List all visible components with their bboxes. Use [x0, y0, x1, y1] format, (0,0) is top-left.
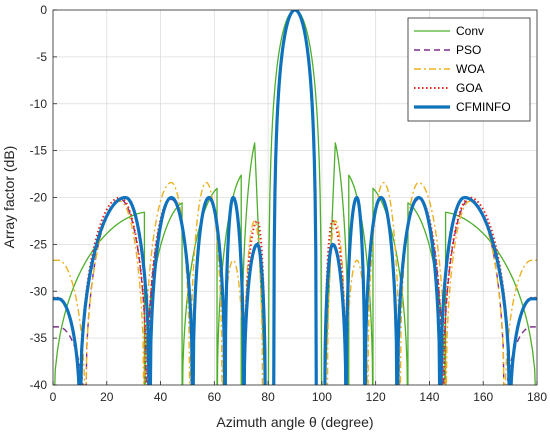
x-tick-label: 0 — [50, 390, 57, 404]
y-axis-label: Array factor (dB) — [1, 146, 17, 249]
x-tick-label: 140 — [419, 390, 439, 404]
legend-label-cfminfo: CFMINFO — [456, 100, 511, 114]
x-tick-label: 160 — [473, 390, 493, 404]
y-tick-label: -40 — [30, 378, 48, 392]
legend-label-pso: PSO — [456, 43, 481, 57]
series-line-conv — [54, 10, 536, 385]
legend: Conv PSO WOA GOA CFMINFO — [407, 17, 531, 122]
legend-label-conv: Conv — [456, 24, 484, 38]
x-tick-label: 60 — [208, 390, 222, 404]
y-tick-label: -20 — [30, 191, 48, 205]
y-tick-label: -5 — [36, 50, 47, 64]
x-tick-label: 100 — [312, 390, 332, 404]
x-tick-label: 40 — [154, 390, 168, 404]
y-tick-label: -10 — [30, 97, 48, 111]
x-tick-label: 80 — [261, 390, 275, 404]
legend-label-goa: GOA — [456, 81, 483, 95]
legend-box — [407, 17, 531, 122]
y-tick-label: -35 — [30, 331, 48, 345]
legend-label-woa: WOA — [456, 62, 485, 76]
y-tick-label: -25 — [30, 237, 48, 251]
y-tick-label: 0 — [40, 3, 47, 17]
x-tick-label: 120 — [366, 390, 386, 404]
x-tick-label: 180 — [527, 390, 547, 404]
x-tick-label: 20 — [100, 390, 114, 404]
series-line-woa — [53, 10, 537, 385]
y-tick-label: -15 — [30, 144, 48, 158]
ticks: 0 20 40 60 80 100 120 140 160 180 0 -5 -10 -15 -20 -25 -… — [30, 3, 548, 404]
series-line-cfminfo — [53, 10, 537, 385]
series-layer — [53, 10, 537, 385]
y-tick-label: -30 — [30, 284, 48, 298]
x-axis-label: Azimuth angle θ (degree) — [216, 414, 373, 430]
